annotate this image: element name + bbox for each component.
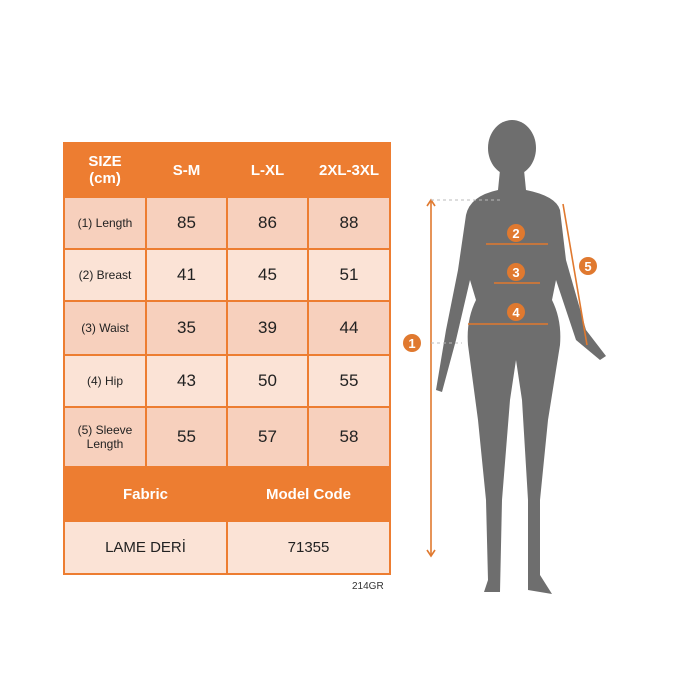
row-label-line: Length <box>86 437 124 451</box>
row-label: (2) Breast <box>63 248 147 302</box>
cell: 45 <box>226 248 309 302</box>
marker-label: 2 <box>512 226 519 241</box>
marker-4-icon <box>507 303 525 321</box>
marker-label: 1 <box>408 336 415 351</box>
row-label: (3) Waist <box>63 300 147 356</box>
marker-label: 5 <box>584 259 591 274</box>
cell: 55 <box>145 406 228 468</box>
table-row: (3) Waist 35 39 44 <box>63 300 391 356</box>
cell: 44 <box>307 300 391 356</box>
cell: 58 <box>307 406 391 468</box>
marker-1-icon <box>403 334 421 352</box>
unit-label: (cm) <box>89 170 121 187</box>
cell: 39 <box>226 300 309 356</box>
marker-3-icon <box>507 263 525 281</box>
cell: 50 <box>226 354 309 408</box>
marker-label: 4 <box>512 305 520 320</box>
size-header: SIZE (cm) <box>63 142 147 198</box>
table-row: (4) Hip 43 50 55 <box>63 354 391 408</box>
cell: 85 <box>145 196 228 250</box>
col-header: L-XL <box>226 142 309 198</box>
fabric-value: LAME DERİ <box>63 520 228 575</box>
model-code-value: 71355 <box>226 520 391 575</box>
fabric-header: Fabric <box>63 466 228 522</box>
row-label-line: (5) Sleeve <box>77 423 133 437</box>
cell: 41 <box>145 248 228 302</box>
row-label: (4) Hip <box>63 354 147 408</box>
col-header: S-M <box>145 142 228 198</box>
guide-lines <box>431 199 500 344</box>
markers <box>403 224 597 352</box>
marker-5-icon <box>579 257 597 275</box>
size-chart-table: SIZE (cm) S-M L-XL 2XL-3XL (1) Length 85 … <box>63 142 391 575</box>
row-label: (5) Sleeve Length <box>63 406 147 468</box>
cell: 51 <box>307 248 391 302</box>
cell: 43 <box>145 354 228 408</box>
row-label: (1) Length <box>63 196 147 250</box>
cell: 57 <box>226 406 309 468</box>
marker-2-icon <box>507 224 525 242</box>
size-label: SIZE <box>88 153 122 170</box>
cell: 88 <box>307 196 391 250</box>
silhouette <box>436 120 606 594</box>
cell: 35 <box>145 300 228 356</box>
table-row: (1) Length 85 86 88 <box>63 196 391 250</box>
model-code-header: Model Code <box>226 466 391 522</box>
table-row: (2) Breast 41 45 51 <box>63 248 391 302</box>
cell: 86 <box>226 196 309 250</box>
product-code: 214GR <box>352 581 384 592</box>
cell: 55 <box>307 354 391 408</box>
marker-label: 3 <box>512 265 519 280</box>
col-header: 2XL-3XL <box>307 142 391 198</box>
table-row: (5) Sleeve Length 55 57 58 <box>63 406 391 468</box>
